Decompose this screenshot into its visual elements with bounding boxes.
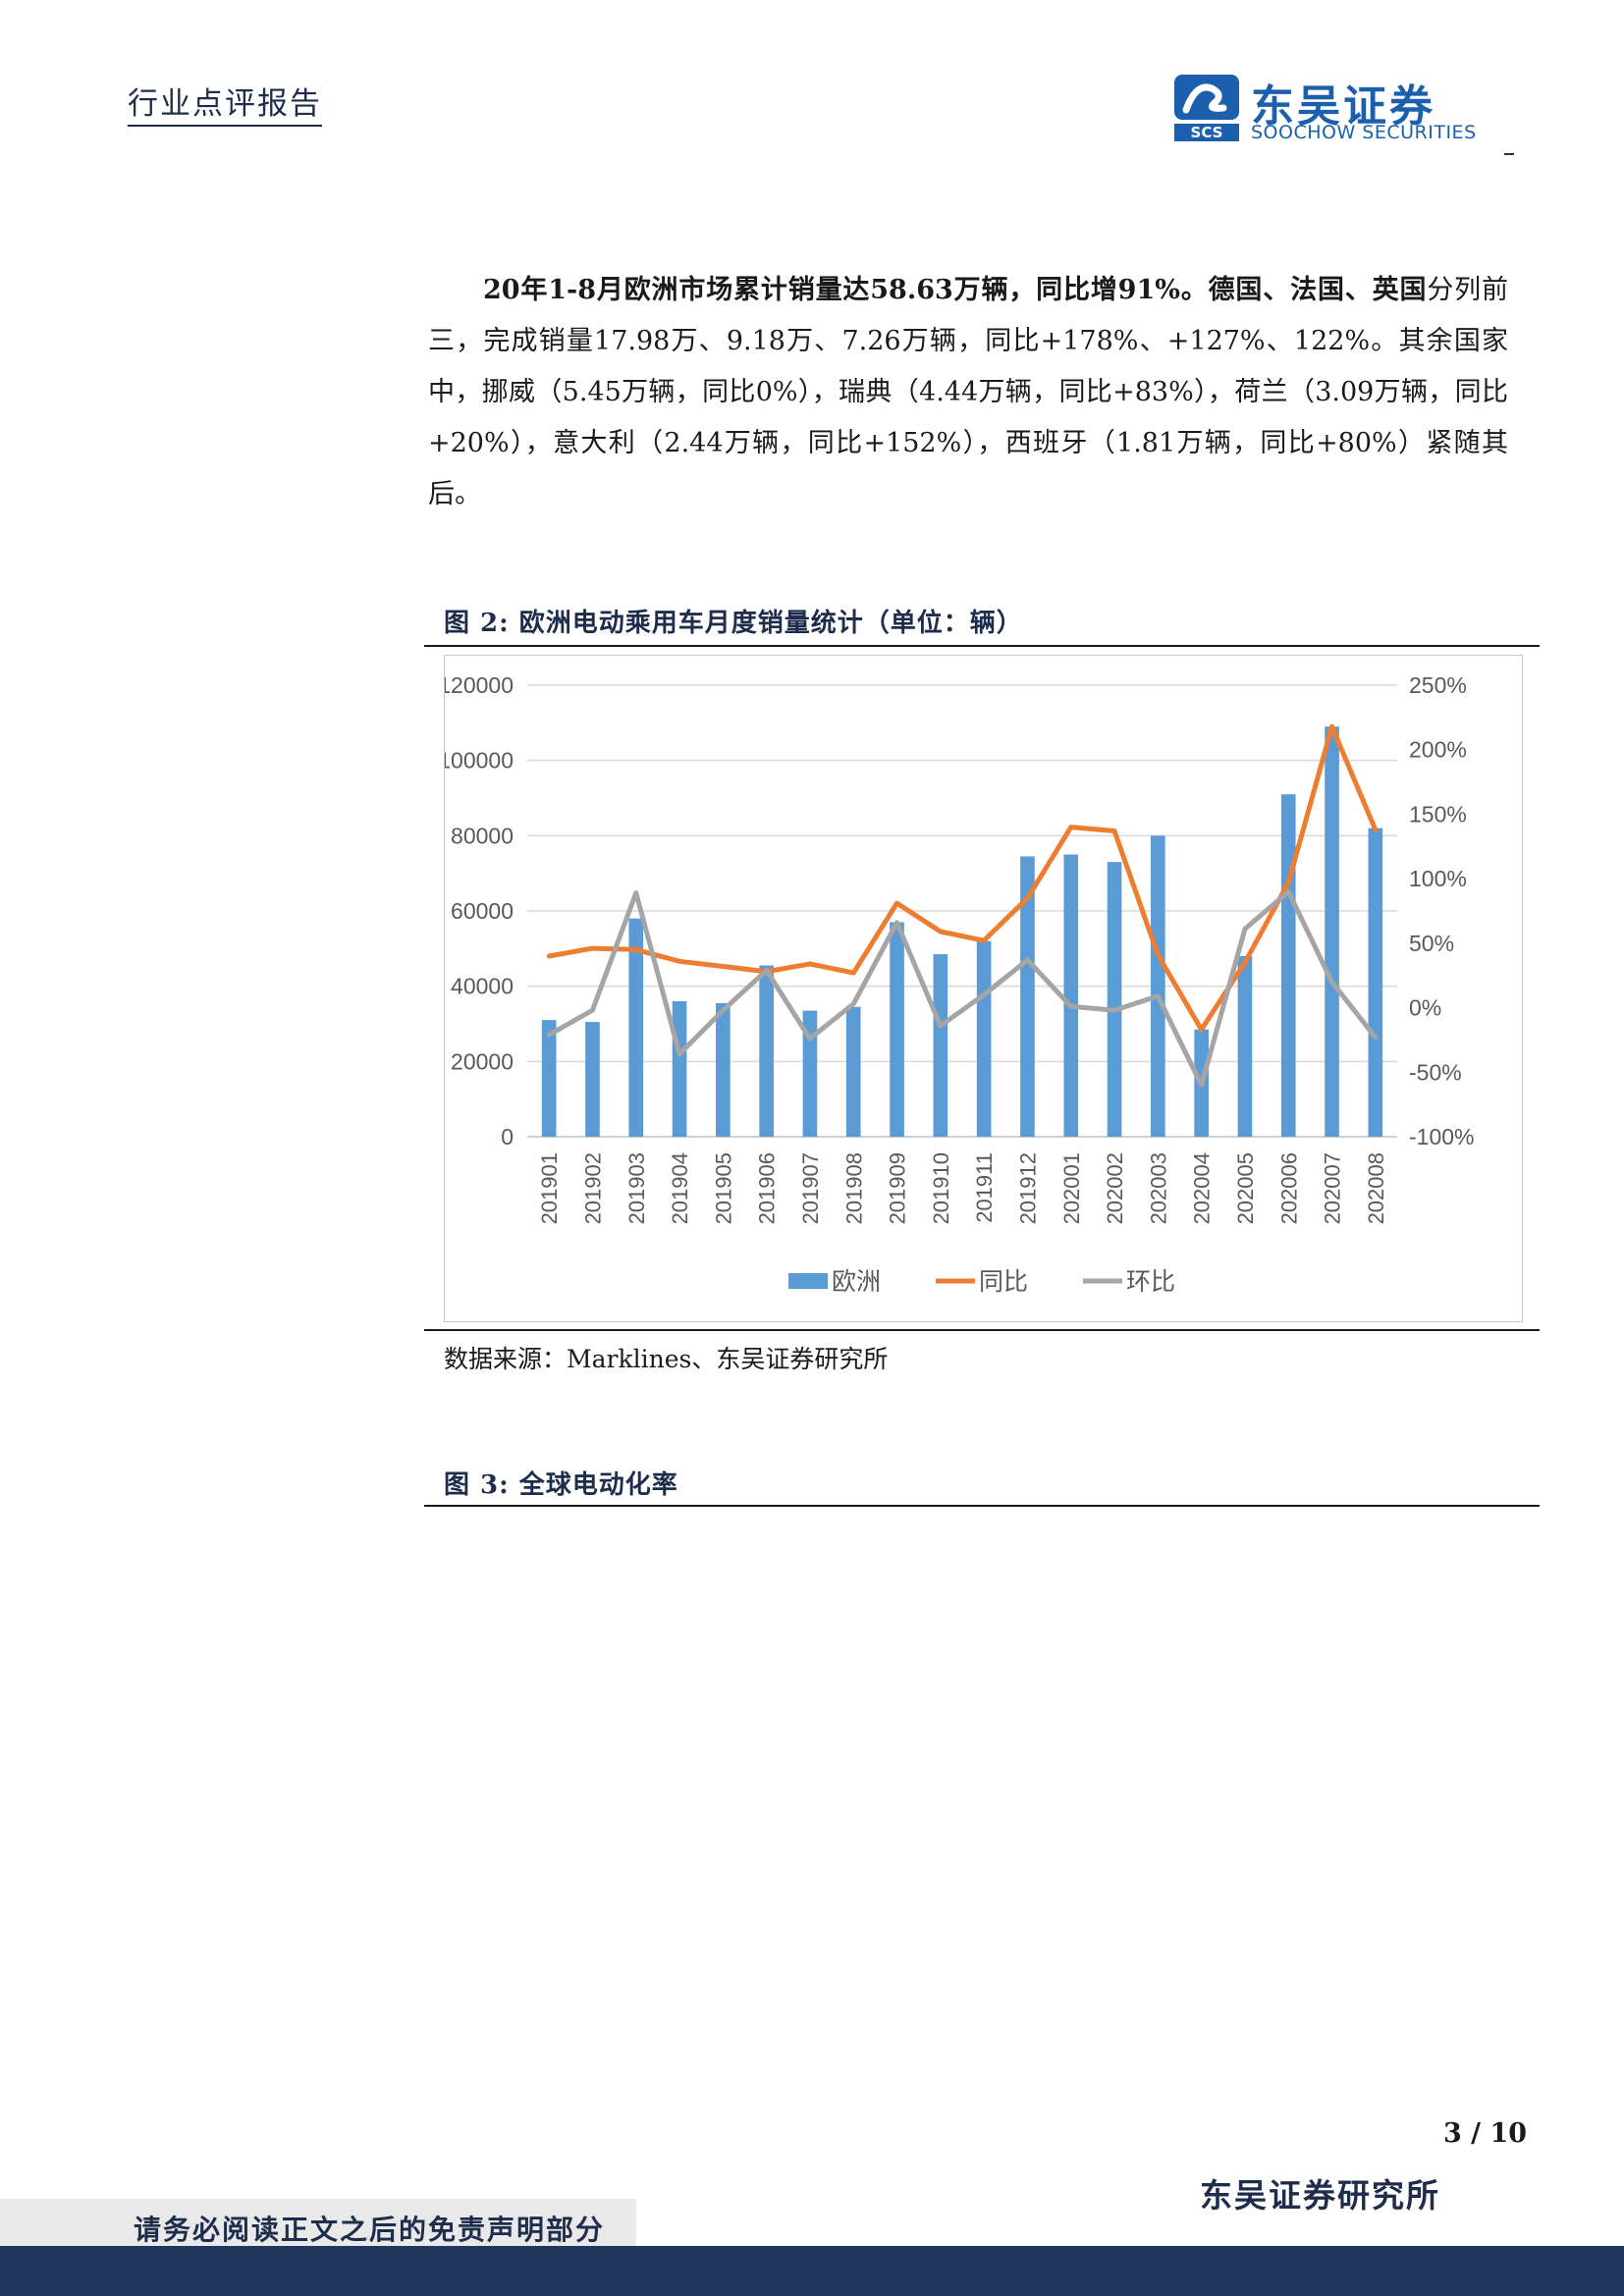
x-tick-label: 202002 [1103, 1152, 1127, 1224]
right-axis-tick-label: 150% [1409, 801, 1467, 827]
left-axis-tick-label: 60000 [451, 898, 514, 924]
legend-label-同比: 同比 [979, 1267, 1028, 1296]
logo-name-cn: 东吴证券 [1251, 81, 1435, 132]
line-series-同比 [546, 723, 1379, 1033]
x-tick-label: 201912 [1015, 1152, 1040, 1224]
chart-lines [546, 723, 1379, 1088]
chart-bars [541, 726, 1383, 1137]
right-axis-tick-label: -100% [1409, 1124, 1474, 1149]
right-axis-tick-label: -50% [1409, 1059, 1462, 1085]
figure2-chart: 0 20000 40000 60000 80000 100000 120000 -100% -… [444, 655, 1523, 1322]
bar-202002 [1107, 862, 1122, 1137]
left-axis-tick-label: 120000 [445, 672, 514, 698]
bar-201906 [759, 965, 774, 1137]
body-paragraph: 20年1-8月欧洲市场累计销量达58.63万辆，同比增91%。德国、法国、英国分… [428, 265, 1508, 520]
bar-201905 [716, 1002, 731, 1137]
x-tick-label: 202008 [1364, 1152, 1388, 1224]
right-axis-tick-label: 250% [1409, 672, 1467, 698]
company-logo: SCS 东吴证券 SOOCHOW SECURITIES [1172, 73, 1506, 145]
x-tick-label: 201911 [972, 1152, 997, 1223]
line-series-环比 [546, 888, 1379, 1088]
legend-swatch-欧洲 [788, 1273, 828, 1289]
x-tick-label: 201903 [624, 1152, 649, 1224]
left-axis-tick-label: 0 [501, 1124, 514, 1149]
x-tick-label: 201901 [537, 1152, 562, 1224]
figure3-top-rule [424, 1505, 1540, 1507]
x-tick-label: 202006 [1276, 1152, 1301, 1224]
bar-201910 [933, 954, 948, 1137]
x-tick-label: 201902 [580, 1152, 605, 1224]
x-tick-label: 201907 [798, 1152, 823, 1224]
bar-201909 [890, 922, 904, 1137]
left-axis-tick-label: 80000 [451, 823, 514, 848]
header-mark [1504, 153, 1514, 155]
disclaimer-bar: 请务必阅读正文之后的免责声明部分 [0, 2199, 636, 2252]
footer-band [0, 2246, 1624, 2296]
paragraph-lead: 20年1-8月欧洲市场累计销量达58.63万辆，同比增91%。德国、法国、英国 [483, 275, 1428, 305]
right-axis-ticks: -100% -50% 0% 50% 100% 150% 200% 250% [1409, 672, 1474, 1149]
x-axis-ticks: 201901 201902 201903 201904 201905 201906 2019… [537, 1152, 1388, 1224]
x-tick-label: 201904 [668, 1152, 692, 1224]
x-tick-label: 201910 [929, 1152, 953, 1224]
paragraph-rest: 分列前三，完成销量17.98万、9.18万、7.26万辆，同比+178%、+12… [428, 275, 1508, 509]
left-axis-tick-label: 40000 [451, 974, 514, 999]
bar-202005 [1237, 956, 1253, 1137]
x-tick-label: 201906 [755, 1152, 780, 1224]
bar-201911 [976, 940, 992, 1137]
logo-mark-text: SCS [1191, 124, 1223, 141]
x-tick-label: 202004 [1190, 1152, 1215, 1224]
bar-202001 [1063, 854, 1079, 1137]
x-tick-label: 201905 [711, 1152, 735, 1224]
scs-logo-icon: SCS [1174, 75, 1239, 141]
figure2-caption: 图 2: 欧洲电动乘用车月度销量统计（单位：辆） [444, 609, 1023, 638]
left-axis-tick-label: 100000 [445, 748, 514, 774]
x-tick-label: 202003 [1146, 1152, 1170, 1224]
x-tick-label: 202001 [1059, 1152, 1084, 1224]
footer-org: 东吴证券研究所 [1200, 2176, 1440, 2215]
chart-legend: 欧洲 同比 环比 [788, 1267, 1175, 1296]
bar-201904 [672, 1001, 687, 1137]
right-axis-tick-label: 0% [1409, 995, 1441, 1021]
bar-201903 [628, 918, 644, 1137]
right-axis-tick-label: 50% [1409, 931, 1454, 956]
figure3-caption: 图 3: 全球电动化率 [444, 1470, 678, 1500]
disclaimer-text: 请务必阅读正文之后的免责声明部分 [134, 2214, 606, 2246]
bar-202003 [1151, 835, 1165, 1137]
report-type-label: 行业点评报告 [128, 79, 322, 127]
bar-201908 [845, 1006, 861, 1137]
page-number: 3 / 10 [1443, 2118, 1528, 2149]
left-axis-tick-label: 20000 [451, 1048, 514, 1074]
figure2-bottom-rule [424, 1329, 1540, 1331]
bar-201901 [541, 1020, 557, 1137]
legend-label-欧洲: 欧洲 [832, 1267, 881, 1296]
chart-grid [527, 684, 1397, 1138]
bar-201902 [585, 1022, 600, 1137]
x-tick-label: 202005 [1233, 1152, 1258, 1224]
legend-label-环比: 环比 [1126, 1267, 1175, 1296]
x-tick-label: 201909 [886, 1152, 910, 1224]
logo-name-en: SOOCHOW SECURITIES [1251, 122, 1477, 143]
bar-202008 [1368, 828, 1383, 1137]
bar-201907 [802, 1010, 818, 1137]
left-axis-ticks: 0 20000 40000 60000 80000 100000 120000 [445, 672, 514, 1149]
right-axis-tick-label: 200% [1409, 737, 1467, 763]
right-axis-tick-label: 100% [1409, 866, 1467, 891]
figure2-source: 数据来源：Marklines、东吴证券研究所 [444, 1345, 889, 1373]
figure2-top-rule [424, 645, 1540, 647]
bar-202006 [1280, 794, 1296, 1137]
x-tick-label: 202007 [1321, 1152, 1345, 1224]
x-tick-label: 201908 [841, 1152, 866, 1224]
bar-202007 [1325, 726, 1339, 1137]
bar-201912 [1020, 856, 1035, 1137]
